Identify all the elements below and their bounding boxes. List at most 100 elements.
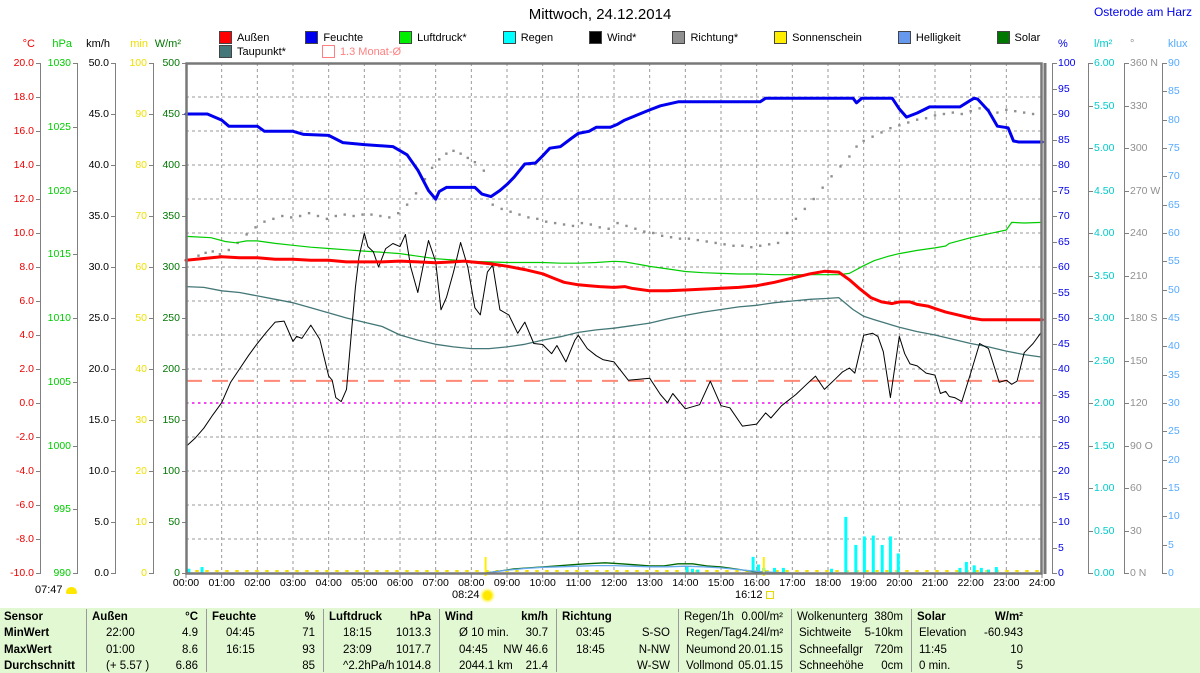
brightness-axis-tick-label: 80 [1168, 113, 1180, 126]
legend-swatch-icon [305, 31, 319, 44]
series-richtung-dot [776, 241, 780, 245]
page-title: Mittwoch, 24.12.2014 [528, 6, 672, 23]
series-richtung-dot [272, 217, 275, 221]
table-cell-value: 1014.8 [395, 659, 431, 672]
brightness-axis-tick [1163, 261, 1167, 263]
series-richtung-dot [211, 250, 214, 253]
series-richtung-dot [352, 214, 355, 218]
pressure-axis-tick [73, 126, 77, 128]
weather-chart-plot [184, 62, 1047, 578]
series-regen-bar [972, 565, 976, 573]
humidity-axis-tick-label: 35 [1058, 388, 1070, 401]
moonrise-time: 07:47 [35, 584, 63, 596]
sunset-marker: 16:12 [735, 589, 774, 601]
series-richtung-dot [405, 203, 409, 206]
rain-axis-tick-label: 0.00 [1094, 567, 1115, 579]
rain-axis-tick-label: 5.00 [1094, 142, 1115, 154]
brightness-axis-tick-label: 20 [1168, 453, 1180, 466]
series-richtung-dot [254, 226, 257, 229]
sunshine-axis-tick-label: 10 [135, 516, 147, 528]
humidity-axis-tick-label: 55 [1058, 286, 1070, 299]
humidity-axis-tick [1053, 471, 1057, 472]
table-row: Regen/Tag 4.24l/m² [684, 625, 783, 641]
legend-swatch-icon [219, 45, 232, 58]
brightness-axis-tick [1163, 318, 1167, 319]
sun-icon [482, 590, 492, 600]
humidity-axis-tick-label: 30 [1058, 414, 1070, 426]
humidity-axis-tick-label: 40 [1058, 363, 1070, 375]
brightness-axis-tick-label: 35 [1168, 368, 1180, 381]
wind-axis-tick [111, 114, 115, 115]
solar-axis-tick-label: 100 [162, 465, 180, 477]
rain-axis-tick [1089, 275, 1093, 277]
table-column-separator [206, 609, 207, 672]
wind-axis-line [115, 63, 116, 574]
x-tick-label: 04:00 [315, 577, 342, 589]
legend-swatch-icon [502, 31, 516, 44]
humidity-axis-tick [1053, 573, 1057, 574]
series-richtung-dot [452, 149, 455, 153]
temp-axis-tick [36, 63, 40, 64]
series-richtung-dot [430, 166, 434, 170]
table-cell-value: % [304, 611, 315, 623]
series-richtung-dot [204, 251, 207, 255]
series-richtung-dot [325, 217, 329, 221]
brightness-axis-tick-label: 45 [1168, 312, 1180, 324]
rain-axis-tick-label: 5.50 [1094, 99, 1115, 112]
series-regen-bar [896, 553, 900, 573]
series-richtung-dot [723, 243, 726, 246]
series-regen-bar [844, 516, 848, 573]
brightness-axis-tick [1163, 573, 1167, 574]
table-row: Wind km/h [445, 609, 548, 625]
rain-axis-tick [1089, 573, 1093, 574]
rain-axis-tick-label: 3.00 [1094, 312, 1115, 324]
legend-item-solar: Solar [996, 31, 1040, 44]
table-row: Sichtweite 5-10km [797, 625, 903, 641]
rain-axis-tick [1089, 318, 1093, 319]
brightness-axis-tick [1163, 63, 1167, 64]
humidity-axis-tick-label: 60 [1058, 261, 1070, 273]
sunshine-axis-tick-label: 50 [135, 312, 147, 324]
legend-item-richtung-: Richtung* [672, 31, 738, 44]
series-richtung-dot [732, 244, 735, 247]
series-aussen [184, 255, 1044, 322]
brightness-axis-tick-label: 60 [1168, 227, 1180, 239]
temp-axis-tick [36, 199, 40, 200]
humidity-axis-tick-label: 70 [1058, 210, 1070, 222]
series-richtung-dot [634, 227, 637, 230]
sunshine-axis-tick-label: 30 [135, 414, 147, 426]
rain-axis-tick [1089, 233, 1093, 234]
brightness-axis-tick-label: 65 [1168, 198, 1180, 211]
solar-axis-tick [182, 114, 186, 115]
wind-axis-tick-label: 10.0 [88, 465, 109, 477]
sunset-square-icon [765, 591, 774, 599]
table-cell-value: 10 [1010, 643, 1023, 656]
brightness-axis-tick [1163, 176, 1167, 178]
series-richtung-dot [933, 114, 937, 117]
temp-axis-tick-label: 12.0 [13, 193, 34, 205]
x-tick-label: 12:00 [600, 577, 628, 589]
series-richtung-dot [643, 230, 646, 233]
brightness-axis-tick [1163, 459, 1167, 461]
table-cell-label: 04:45 [226, 627, 255, 640]
solar-axis-tick [182, 216, 186, 217]
table-row: (+ 5.57 ) 6.86 [92, 658, 198, 673]
sunshine-axis-tick [149, 318, 153, 319]
humidity-axis-tick [1053, 88, 1057, 90]
pressure-axis-line [77, 63, 78, 574]
table-row: Neumond 20.01.15 [684, 642, 783, 658]
series-richtung-dot [423, 177, 427, 181]
wind-axis-header: km/h [86, 38, 110, 50]
humidity-axis-tick-label: 85 [1058, 133, 1070, 146]
temp-axis-tick-label: 16.0 [13, 125, 34, 137]
humidity-axis-tick-label: 50 [1058, 312, 1070, 324]
sunshine-axis-header: min [130, 38, 148, 50]
series-regen-bar [200, 567, 204, 573]
series-richtung-dot [562, 223, 566, 226]
sunshine-axis-tick [149, 216, 153, 217]
pressure-axis-tick [73, 190, 77, 192]
humidity-axis-tick [1053, 496, 1057, 498]
series-regen-bar [187, 568, 191, 573]
rain-axis-tick [1089, 488, 1093, 489]
